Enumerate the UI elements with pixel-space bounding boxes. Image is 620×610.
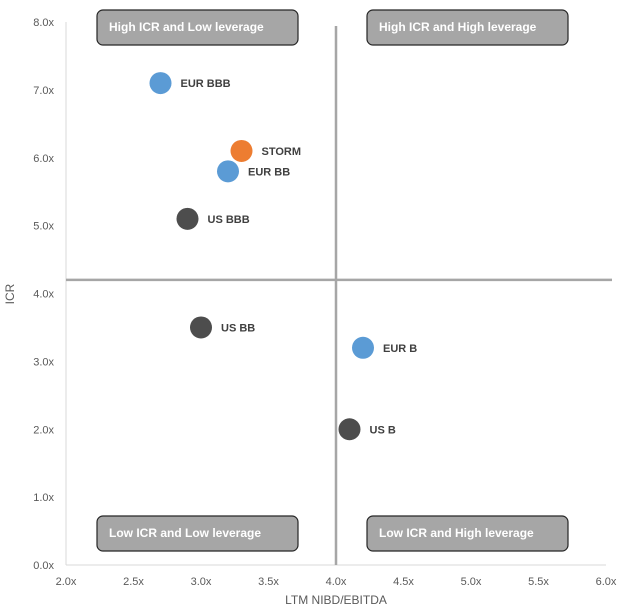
data-point-label: EUR B — [383, 343, 417, 355]
x-tick-label: 4.0x — [326, 576, 347, 588]
y-tick-label: 7.0x — [33, 85, 54, 97]
x-tick-label: 5.0x — [461, 576, 482, 588]
data-point-label: EUR BB — [248, 166, 290, 178]
quadrant-label-text: High ICR and Low leverage — [109, 20, 264, 34]
quadrant-label-box — [366, 515, 569, 552]
data-point-label: US BB — [221, 322, 255, 334]
y-tick-label: 0.0x — [33, 560, 54, 572]
y-tick-labels: 0.0x 1.0x 2.0x 3.0x 4.0x 5.0x 6.0x 7.0x 8.0x — [33, 17, 54, 572]
data-point — [176, 207, 199, 230]
quadrant-label-text: Low ICR and Low leverage — [109, 526, 261, 540]
x-tick-label: 4.5x — [393, 576, 414, 588]
data-point — [190, 316, 212, 339]
quadrant-label-bottom-left: Low ICR and Low leverage — [96, 515, 299, 552]
x-tick-labels: 2.0x 2.5x 3.0x 3.5x 4.0x 4.5x 5.0x 5.5x 6.0x — [56, 576, 617, 588]
y-tick-label: 2.0x — [33, 424, 54, 436]
x-tick-label: 3.5x — [258, 576, 279, 588]
data-point — [230, 139, 253, 162]
point-labels: EUR BBB STORM EUR BB US BBB US BB EUR B US B — [181, 78, 418, 436]
quadrant-label-box — [96, 9, 299, 46]
quadrant-dividers — [66, 26, 612, 565]
x-tick-label: 5.5x — [528, 576, 549, 588]
quadrant-label-text: High ICR and High leverage — [379, 20, 537, 34]
quadrant-labels: High ICR and Low leverage High ICR and Hi… — [96, 9, 569, 552]
data-point-label: STORM — [262, 146, 302, 158]
data-point-label: US B — [370, 424, 396, 436]
data-point — [217, 160, 239, 183]
y-tick-label: 3.0x — [33, 356, 54, 368]
quadrant-label-box — [366, 9, 569, 46]
y-axis-title: ICR — [3, 283, 17, 304]
x-tick-label: 6.0x — [596, 576, 617, 588]
data-point-label: EUR BBB — [181, 78, 231, 90]
x-tick-label: 2.0x — [56, 576, 77, 588]
quadrant-label-top-left: High ICR and Low leverage — [96, 9, 299, 46]
x-axis-title: LTM NIBD/EBITDA — [285, 593, 387, 607]
data-point — [352, 336, 374, 359]
data-point — [149, 72, 172, 95]
quadrant-label-bottom-right: Low ICR and High leverage — [366, 515, 569, 552]
data-point — [338, 418, 361, 441]
quadrant-label-box — [96, 515, 299, 552]
quadrant-label-text: Low ICR and High leverage — [379, 526, 534, 540]
quadrant-label-top-right: High ICR and High leverage — [366, 9, 569, 46]
x-tick-label: 3.0x — [191, 576, 212, 588]
x-tick-label: 2.5x — [123, 576, 144, 588]
y-tick-label: 5.0x — [33, 221, 54, 233]
y-tick-label: 8.0x — [33, 17, 54, 29]
y-tick-label: 1.0x — [33, 492, 54, 504]
data-point-label: US BBB — [208, 214, 250, 226]
y-tick-label: 4.0x — [33, 289, 54, 301]
y-tick-label: 6.0x — [33, 153, 54, 165]
data-points — [149, 72, 374, 441]
